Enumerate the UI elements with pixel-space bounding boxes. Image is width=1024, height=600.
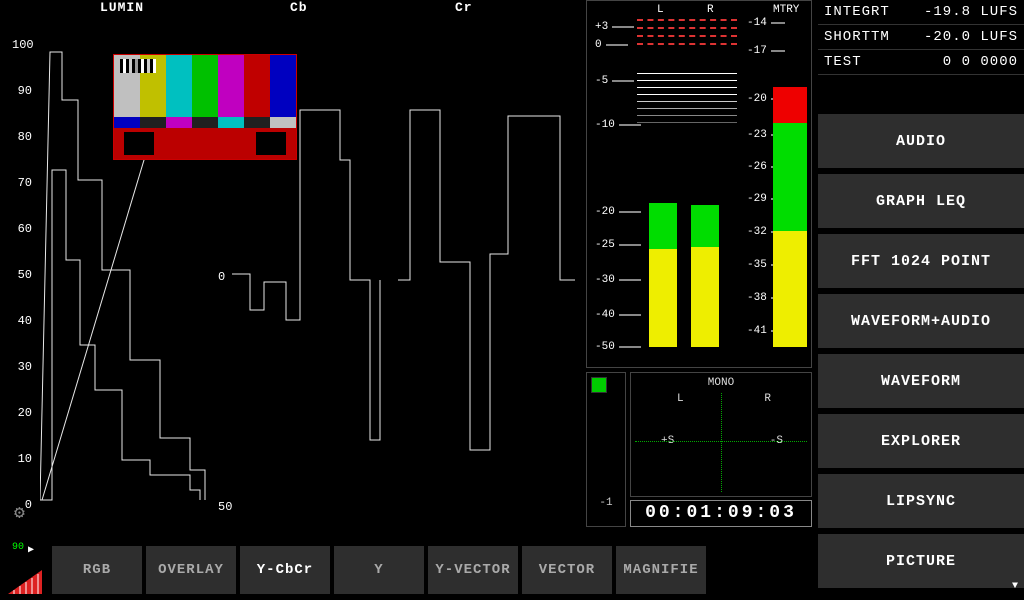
pluge-pattern	[120, 59, 156, 73]
meter-label-l: L	[657, 4, 664, 16]
meter-white-ticks	[637, 73, 737, 123]
mode-button-graph-leq[interactable]: GRAPH LEQ	[818, 174, 1024, 228]
view-button-magnifie[interactable]: MAGNIFIE	[616, 546, 706, 594]
timecode-display: 00:01:09:03	[630, 500, 812, 527]
view-button-y[interactable]: Y	[334, 546, 424, 594]
loudness-stats: INTEGRT-19.8 LUFS SHORTTM-20.0 LUFS TEST…	[818, 0, 1024, 75]
mode-button-waveform[interactable]: WAVEFORM	[818, 354, 1024, 408]
mode-button-fft-1024-point[interactable]: FFT 1024 POINT	[818, 234, 1024, 288]
video-preview-thumbnail	[113, 54, 297, 160]
mode-button-lipsync[interactable]: LIPSYNC	[818, 474, 1024, 528]
view-button-overlay[interactable]: OVERLAY	[146, 546, 236, 594]
label-cr: Cr	[455, 0, 473, 15]
play-icon[interactable]: ▶	[28, 544, 34, 556]
meter-label-mtry: MTRY	[773, 4, 799, 16]
meter-label-r: R	[707, 4, 714, 16]
label-cb: Cb	[290, 0, 308, 15]
signal-wedge-icon	[8, 570, 42, 594]
signal-indicator: 90 ▶	[4, 542, 48, 598]
svg-text:50: 50	[218, 500, 232, 514]
meter-bar-r	[691, 205, 719, 347]
audio-meters-panel: L R MTRY +30-5-10-20-25-30-40-50 -14-17-…	[586, 0, 812, 368]
waveform-panel: LUMIN Cb Cr 100 90 80 70 60 50 40 30 20 …	[0, 0, 580, 530]
right-button-column: AUDIO GRAPH LEQ FFT 1024 POINT WAVEFORM+AUD…	[818, 114, 1024, 594]
mode-button-waveform-audio[interactable]: WAVEFORM+AUDIO	[818, 294, 1024, 348]
label-lumin: LUMIN	[100, 0, 144, 15]
meter-red-ticks	[637, 19, 737, 45]
mono-scope: MONO L R +S -S	[630, 372, 812, 497]
bottom-toolbar: 90 ▶ RGBOVERLAYY-CbCrYY-VECTORVECTORMAGN…	[0, 540, 1024, 600]
view-button-y-vector[interactable]: Y-VECTOR	[428, 546, 518, 594]
view-button-vector[interactable]: VECTOR	[522, 546, 612, 594]
mode-button-audio[interactable]: AUDIO	[818, 114, 1024, 168]
view-button-rgb[interactable]: RGB	[52, 546, 142, 594]
settings-gear-icon[interactable]: ⚙	[14, 502, 25, 524]
meter-bar-l	[649, 203, 677, 347]
phase-indicator-dot	[591, 377, 607, 393]
svg-text:0: 0	[218, 270, 225, 284]
meter-bar-mtry	[773, 87, 807, 347]
view-button-y-cbcr[interactable]: Y-CbCr	[240, 546, 330, 594]
phase-indicator: -1	[586, 372, 626, 527]
mode-button-explorer[interactable]: EXPLORER	[818, 414, 1024, 468]
